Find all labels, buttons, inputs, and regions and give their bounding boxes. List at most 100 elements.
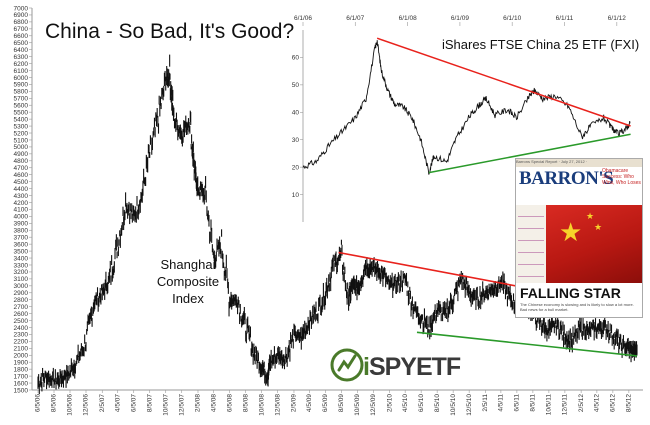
x-tick-label: 2/5/09	[291, 394, 298, 412]
inset-y-tick-label: 40	[292, 110, 300, 117]
inset-trendlines	[376, 37, 631, 174]
inset-y-tick-label: 60	[292, 55, 300, 62]
cover-sidebar	[516, 205, 546, 283]
x-tick-label: 6/5/12	[610, 394, 617, 412]
inset-x-axis: 6/1/06 6/1/07 6/1/08 6/1/09 6/1/10 6/1/11 6/1/…	[294, 15, 626, 26]
x-tick-label: 4/5/11	[498, 394, 505, 412]
y-tick-label: 5700	[14, 96, 29, 103]
x-tick-label: 2/5/08	[195, 394, 202, 412]
inset-x-tick-label: 6/1/09	[451, 15, 469, 22]
star-icon: ★	[594, 222, 603, 232]
x-tick-label: 12/5/10	[466, 394, 473, 416]
inset-chart-title: iShares FTSE China 25 ETF (FXI)	[442, 37, 640, 52]
y-tick-label: 4900	[14, 151, 29, 158]
y-tick-label: 1900	[14, 360, 29, 367]
y-tick-label: 1700	[14, 373, 29, 380]
y-tick-label: 5800	[14, 89, 29, 96]
x-tick-label: 2/5/07	[99, 394, 106, 412]
x-tick-label: 10/5/08	[258, 394, 265, 416]
x-tick-label: 6/5/07	[130, 394, 137, 412]
inset-y-tick-label: 20	[292, 164, 300, 171]
x-tick-label: 6/5/09	[322, 394, 329, 412]
x-tick-label: 10/5/06	[67, 394, 74, 416]
y-tick-label: 4200	[14, 200, 29, 207]
barrons-cover-image: Barrons Special Report · July 27, 2012 ·…	[515, 158, 643, 318]
inset-x-tick-label: 6/1/06	[294, 15, 312, 22]
y-tick-label: 4100	[14, 207, 29, 214]
y-tick-label: 1600	[14, 380, 29, 387]
y-tick-label: 6700	[14, 26, 29, 33]
y-tick-label: 2700	[14, 304, 29, 311]
x-tick-label: 4/5/08	[210, 394, 217, 412]
y-tick-label: 6100	[14, 68, 29, 75]
x-tick-label: 10/5/09	[354, 394, 361, 416]
y-tick-label: 3700	[14, 235, 29, 242]
y-tick-label: 6500	[14, 40, 29, 47]
y-tick-label: 4000	[14, 214, 29, 221]
y-tick-label: 2600	[14, 311, 29, 318]
x-tick-label: 8/5/11	[530, 394, 537, 412]
y-tick-label: 4300	[14, 193, 29, 200]
y-tick-label: 3800	[14, 228, 29, 235]
y-tick-label: 5000	[14, 144, 29, 151]
inset-x-tick-label: 6/1/10	[503, 15, 521, 22]
inset-trendline	[376, 37, 631, 127]
cover-headline-box	[516, 283, 642, 317]
inset-y-tick-label: 50	[292, 82, 300, 89]
y-tick-label: 6000	[14, 75, 29, 82]
x-tick-label: 8/5/06	[51, 394, 58, 412]
y-tick-label: 5400	[14, 116, 29, 123]
y-tick-label: 5300	[14, 123, 29, 130]
y-tick-label: 5600	[14, 103, 29, 110]
x-tick-label: 12/5/06	[83, 394, 90, 416]
y-tick-label: 2500	[14, 318, 29, 325]
x-tick-label: 4/5/07	[114, 394, 121, 412]
ispyetf-logo-icon	[330, 348, 364, 382]
inset-x-tick-label: 6/1/11	[556, 15, 574, 22]
y-tick-label: 2000	[14, 353, 29, 360]
series-label-line: Composite	[156, 274, 220, 289]
y-tick-label: 1500	[14, 387, 29, 394]
shanghai-series	[37, 54, 638, 395]
y-tick-label: 2800	[14, 297, 29, 304]
x-tick-label: 2/5/12	[578, 394, 585, 412]
y-tick-label: 7000	[14, 5, 29, 12]
x-tick-label: 2/5/10	[386, 394, 393, 412]
y-tick-label: 6300	[14, 54, 29, 61]
x-tick-label: 2/5/11	[482, 394, 489, 412]
y-tick-label: 3300	[14, 262, 29, 269]
star-icon: ★	[586, 211, 595, 221]
y-tick-label: 6400	[14, 47, 29, 54]
fxi-series	[302, 40, 631, 175]
y-tick-label: 3600	[14, 241, 29, 248]
inset-x-tick-label: 6/1/07	[346, 15, 364, 22]
x-tick-label: 8/5/07	[146, 394, 153, 412]
cover-side-text: Obamacare Success: Who Wins, Who Loses	[602, 168, 641, 186]
x-tick-label: 8/5/10	[434, 394, 441, 412]
x-tick-label: 10/5/07	[162, 394, 169, 416]
y-tick-label: 2200	[14, 339, 29, 346]
y-tick-label: 3100	[14, 276, 29, 283]
y-tick-label: 5200	[14, 130, 29, 137]
cover-masthead	[516, 167, 642, 205]
y-tick-label: 3500	[14, 248, 29, 255]
x-tick-label: 10/5/11	[546, 394, 553, 416]
logo-wordmark: iSPYETF	[363, 353, 461, 382]
y-tick-label: 2100	[14, 346, 29, 353]
inset-x-tick-label: 6/1/12	[608, 15, 626, 22]
x-tick-label: 6/5/11	[514, 394, 521, 412]
cover-subtext: The Chinese economy is slowing and is li…	[520, 302, 634, 312]
y-tick-label: 2900	[14, 290, 29, 297]
y-tick-label: 3400	[14, 255, 29, 262]
y-tick-label: 2400	[14, 325, 29, 332]
y-tick-label: 5500	[14, 109, 29, 116]
y-tick-label: 6200	[14, 61, 29, 68]
x-tick-label: 12/5/07	[178, 394, 185, 416]
y-tick-label: 2300	[14, 332, 29, 339]
x-tick-label: 4/5/10	[402, 394, 409, 412]
x-tick-label: 12/5/09	[370, 394, 377, 416]
x-tick-label: 12/5/08	[274, 394, 281, 416]
chart-title: China - So Bad, It's Good?	[45, 20, 295, 43]
